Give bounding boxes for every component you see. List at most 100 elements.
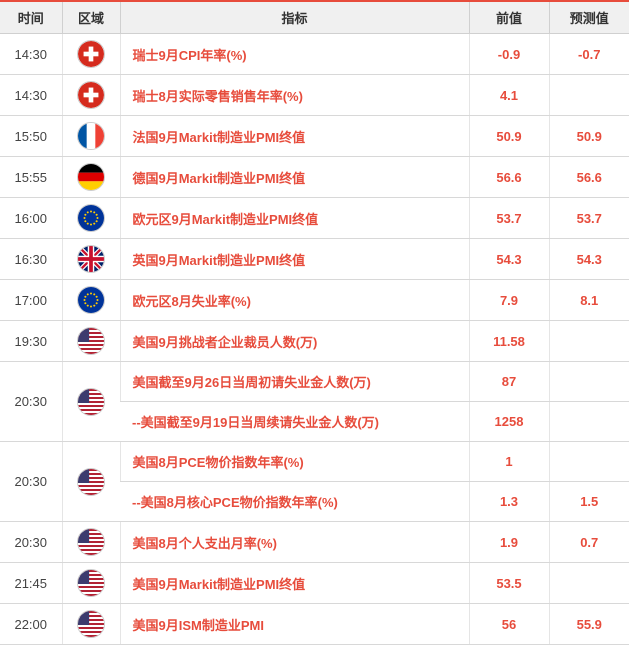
flag-us-icon <box>77 468 105 496</box>
cell-indicator: 欧元区9月Markit制造业PMI终值 <box>120 198 469 239</box>
cell-forecast <box>549 442 629 482</box>
flag-us-icon <box>77 528 105 556</box>
cell-time: 20:30 <box>0 362 62 442</box>
flag-us-icon <box>77 610 105 638</box>
cell-indicator: 德国9月Markit制造业PMI终值 <box>120 157 469 198</box>
cell-region <box>62 116 120 157</box>
cell-forecast: 1.5 <box>549 482 629 522</box>
cell-prev: 54.3 <box>469 239 549 280</box>
cell-forecast: 0.7 <box>549 522 629 563</box>
cell-prev: 53.7 <box>469 198 549 239</box>
cell-region <box>62 362 120 442</box>
cell-region <box>62 604 120 645</box>
cell-indicator: 美国8月PCE物价指数年率(%) <box>120 442 469 482</box>
cell-indicator: 美国9月ISM制造业PMI <box>120 604 469 645</box>
flag-us-icon <box>77 388 105 416</box>
table-row: 15:50法国9月Markit制造业PMI终值50.950.9 <box>0 116 629 157</box>
cell-forecast: 50.9 <box>549 116 629 157</box>
cell-region <box>62 522 120 563</box>
cell-prev: -0.9 <box>469 34 549 75</box>
cell-region <box>62 563 120 604</box>
table-body: 14:30 瑞士9月CPI年率(%)-0.9-0.7 14:30 瑞士8月实际零售销售… <box>0 34 629 645</box>
cell-indicator: 美国9月Markit制造业PMI终值 <box>120 563 469 604</box>
header-indicator: 指标 <box>120 1 469 34</box>
cell-region <box>62 280 120 321</box>
table-row: 20:30美国截至9月26日当周初请失业金人数(万)87 <box>0 362 629 402</box>
flag-eu-icon <box>77 286 105 314</box>
table-row: 16:30英国9月Markit制造业PMI终值54.354.3 <box>0 239 629 280</box>
cell-region <box>62 34 120 75</box>
header-prev: 前值 <box>469 1 549 34</box>
cell-indicator: 欧元区8月失业率(%) <box>120 280 469 321</box>
cell-region <box>62 239 120 280</box>
cell-time: 20:30 <box>0 522 62 563</box>
flag-uk-icon <box>77 245 105 273</box>
cell-indicator: 美国8月个人支出月率(%) <box>120 522 469 563</box>
flag-ch-icon <box>77 81 105 109</box>
cell-region <box>62 75 120 116</box>
flag-us-icon <box>77 569 105 597</box>
cell-time: 14:30 <box>0 34 62 75</box>
cell-region <box>62 198 120 239</box>
table-row: 20:30 美国8月个人支出月率(%)1.90.7 <box>0 522 629 563</box>
cell-forecast: 8.1 <box>549 280 629 321</box>
table-row: 16:00欧元区9月Markit制造业PMI终值53.753.7 <box>0 198 629 239</box>
cell-prev: 53.5 <box>469 563 549 604</box>
cell-prev: 56 <box>469 604 549 645</box>
header-time: 时间 <box>0 1 62 34</box>
table-row: 19:30 美国9月挑战者企业裁员人数(万)11.58 <box>0 321 629 362</box>
header-region: 区域 <box>62 1 120 34</box>
table-header-row: 时间 区域 指标 前值 预测值 <box>0 1 629 34</box>
cell-prev: 7.9 <box>469 280 549 321</box>
cell-prev: 50.9 <box>469 116 549 157</box>
cell-forecast: -0.7 <box>549 34 629 75</box>
economic-data-table: 时间 区域 指标 前值 预测值 14:30 瑞士9月CPI年率(%)-0.9-0.… <box>0 0 629 645</box>
cell-time: 15:55 <box>0 157 62 198</box>
cell-indicator: 英国9月Markit制造业PMI终值 <box>120 239 469 280</box>
table-row: 17:00 欧元区8月失业率(%)7.98.1 <box>0 280 629 321</box>
cell-forecast <box>549 402 629 442</box>
cell-prev: 1.9 <box>469 522 549 563</box>
flag-us-icon <box>77 327 105 355</box>
flag-eu-icon <box>77 204 105 232</box>
cell-prev: 4.1 <box>469 75 549 116</box>
table-row: 21:45 美国9月Markit制造业PMI终值53.5 <box>0 563 629 604</box>
cell-forecast: 54.3 <box>549 239 629 280</box>
cell-prev: 56.6 <box>469 157 549 198</box>
cell-forecast: 55.9 <box>549 604 629 645</box>
table-row: 14:30 瑞士9月CPI年率(%)-0.9-0.7 <box>0 34 629 75</box>
cell-time: 21:45 <box>0 563 62 604</box>
table-row: 14:30 瑞士8月实际零售销售年率(%)4.1 <box>0 75 629 116</box>
table-row: 15:55德国9月Markit制造业PMI终值56.656.6 <box>0 157 629 198</box>
cell-prev: 1258 <box>469 402 549 442</box>
cell-forecast: 56.6 <box>549 157 629 198</box>
cell-forecast <box>549 321 629 362</box>
cell-indicator: 美国9月挑战者企业裁员人数(万) <box>120 321 469 362</box>
table-row: 20:30美国8月PCE物价指数年率(%)1 <box>0 442 629 482</box>
cell-indicator: 瑞士9月CPI年率(%) <box>120 34 469 75</box>
cell-time: 16:00 <box>0 198 62 239</box>
cell-forecast <box>549 75 629 116</box>
cell-indicator: 美国截至9月26日当周初请失业金人数(万) <box>120 362 469 402</box>
cell-forecast: 53.7 <box>549 198 629 239</box>
cell-prev: 1.3 <box>469 482 549 522</box>
flag-fr-icon <box>77 122 105 150</box>
table-row: 22:00 美国9月ISM制造业PMI5655.9 <box>0 604 629 645</box>
cell-forecast <box>549 362 629 402</box>
header-forecast: 预测值 <box>549 1 629 34</box>
cell-time: 22:00 <box>0 604 62 645</box>
cell-time: 16:30 <box>0 239 62 280</box>
cell-indicator: --美国8月核心PCE物价指数年率(%) <box>120 482 469 522</box>
cell-region <box>62 321 120 362</box>
flag-ch-icon <box>77 40 105 68</box>
cell-prev: 87 <box>469 362 549 402</box>
cell-time: 15:50 <box>0 116 62 157</box>
cell-indicator: 瑞士8月实际零售销售年率(%) <box>120 75 469 116</box>
cell-prev: 11.58 <box>469 321 549 362</box>
flag-de-icon <box>77 163 105 191</box>
cell-time: 19:30 <box>0 321 62 362</box>
cell-indicator: --美国截至9月19日当周续请失业金人数(万) <box>120 402 469 442</box>
cell-region <box>62 442 120 522</box>
cell-time: 14:30 <box>0 75 62 116</box>
cell-time: 17:00 <box>0 280 62 321</box>
